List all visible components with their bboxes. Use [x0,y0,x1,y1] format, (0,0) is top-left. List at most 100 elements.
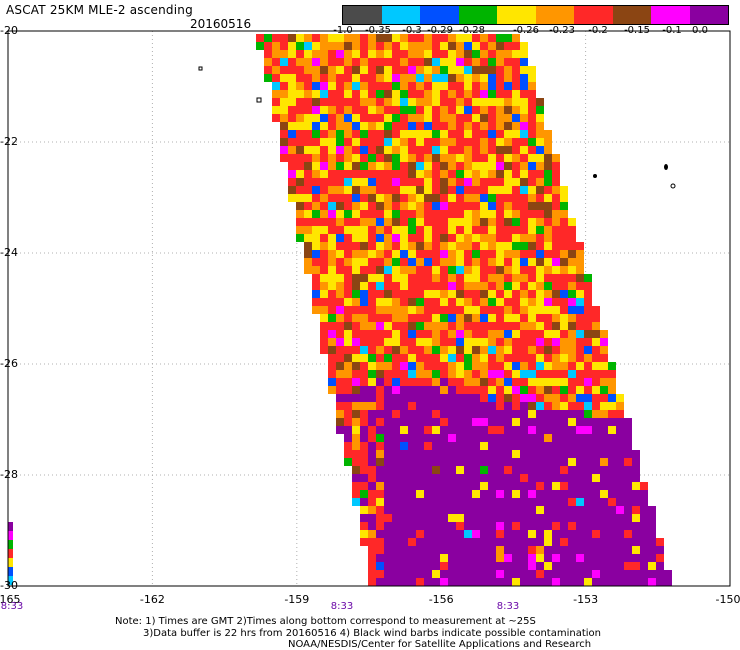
swath-cell [424,106,432,114]
swath-cell [560,506,568,514]
swath-cell [520,354,528,362]
swath-cell [536,562,544,570]
swath-cell [392,562,400,570]
swath-cell [464,394,472,402]
swath-cell [520,346,528,354]
swath-cell [360,330,368,338]
swath-cell [544,378,552,386]
swath-cell [328,386,336,394]
swath-cell [608,378,616,386]
swath-cell [504,370,512,378]
swath-cell [368,226,376,234]
swath-cell [432,474,440,482]
swath-cell [528,234,536,242]
swath-cell [360,282,368,290]
swath-cell [656,570,664,578]
swath-cell [504,314,512,322]
swath-cell [280,130,288,138]
swath-cell [432,410,440,418]
swath-cell [456,418,464,426]
swath-cell [544,130,552,138]
swath-cell [352,482,360,490]
swath-cell [552,490,560,498]
swath-cell [488,474,496,482]
swath-cell [392,450,400,458]
swath-cell [448,514,456,522]
swath-cell [560,530,568,538]
swath-cell [464,466,472,474]
swath-cell [480,178,488,186]
swath-cell [648,506,656,514]
swath-cell [520,114,528,122]
swath-cell [480,354,488,362]
swath-cell [384,506,392,514]
swath-cell [552,210,560,218]
swath-cell [360,530,368,538]
swath-cell [384,306,392,314]
swath-cell [640,530,648,538]
swath-cell [512,450,520,458]
swath-cell [344,290,352,298]
swath-cell [408,578,416,586]
swath-cell [480,282,488,290]
swath-cell [392,370,400,378]
swath-cell [496,186,504,194]
island-outline [664,164,668,170]
swath-cell [344,242,352,250]
swath-cell [416,242,424,250]
island-outline [670,183,676,189]
swath-cell [352,66,360,74]
swath-cell [504,354,512,362]
swath-cell [352,322,360,330]
swath-cell [496,298,504,306]
swath-cell [504,458,512,466]
swath-cell [304,90,312,98]
swath-cell [616,562,624,570]
swath-cell [536,218,544,226]
swath-cell [456,234,464,242]
swath-cell [648,562,656,570]
swath-cell [472,50,480,58]
swath-cell [504,74,512,82]
swath-cell [408,170,416,178]
swath-cell [536,466,544,474]
swath-cell [536,274,544,282]
swath-cell [584,378,592,386]
swath-cell [416,50,424,58]
swath-cell [408,450,416,458]
swath-cell [344,98,352,106]
swath-cell [400,186,408,194]
swath-cell [592,474,600,482]
swath-cell [528,114,536,122]
swath-cell [312,74,320,82]
swath-cell [328,290,336,298]
swath-cell [536,378,544,386]
swath-cell [416,258,424,266]
swath-cell [376,474,384,482]
scale-swatch [497,6,536,24]
swath-cell [576,394,584,402]
swath-cell [368,274,376,282]
swath-cell [544,178,552,186]
swath-cell [304,210,312,218]
swath-cell [408,178,416,186]
swath-cell [424,330,432,338]
longitude-label: -153 [573,593,599,606]
swath-cell [616,458,624,466]
swath-cell [456,74,464,82]
swath-cell [384,426,392,434]
swath-cell [528,178,536,186]
swath-cell [376,530,384,538]
swath-cell [280,114,288,122]
swath-cell [360,450,368,458]
swath-cell [584,570,592,578]
swath-cell [488,378,496,386]
swath-cell [320,250,328,258]
swath-cell [448,346,456,354]
swath-cell [376,34,384,42]
swath-cell [440,554,448,562]
swath-cell [608,490,616,498]
swath-cell [480,378,488,386]
swath-cell [296,170,304,178]
swath-cell [352,354,360,362]
